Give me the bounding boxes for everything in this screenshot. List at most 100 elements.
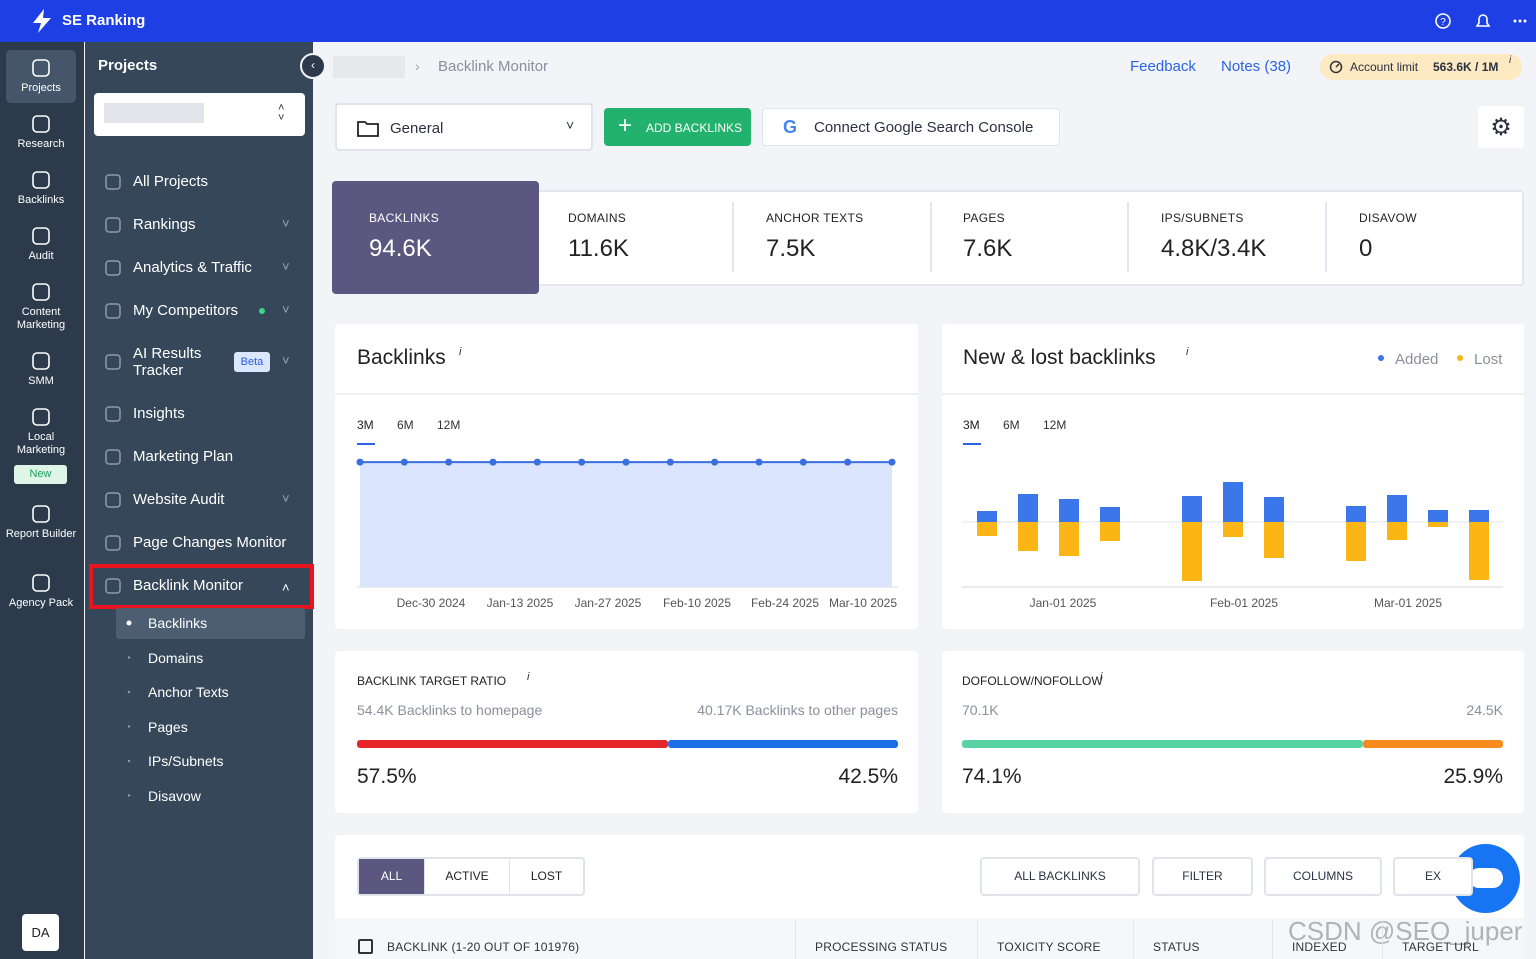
stat-value: 94.6K	[369, 235, 432, 262]
menu-item[interactable]: Rankings	[133, 216, 196, 233]
settings[interactable]: ⚙	[1478, 106, 1524, 148]
chevron: ˅	[282, 259, 290, 274]
sub-item[interactable]: Disavow	[148, 787, 201, 804]
icon-nav	[0, 42, 84, 959]
menu-icon	[105, 578, 121, 594]
range-tab[interactable]: 6M	[1003, 418, 1020, 432]
stat-label: ANCHOR TEXTS	[766, 211, 864, 225]
bar	[1264, 522, 1284, 558]
blurred-project	[104, 103, 204, 123]
nav-icon	[32, 171, 50, 189]
plus: +	[618, 112, 633, 139]
menu-icon	[105, 174, 121, 190]
nav-icon	[32, 227, 50, 245]
stat-label: BACKLINKS	[369, 211, 440, 225]
bar	[1469, 522, 1489, 580]
card-title: New & lost backlinks	[963, 346, 1156, 369]
sub-bullet	[126, 620, 132, 626]
tab[interactable]: ALL	[359, 859, 424, 894]
nav-icon	[32, 115, 50, 133]
menu-item[interactable]: All Projects	[133, 173, 209, 190]
nav-icon	[32, 408, 50, 426]
nav-label[interactable]: Report Builder	[5, 528, 77, 540]
range-tab[interactable]: 12M	[437, 418, 461, 432]
folder-label: General	[390, 120, 444, 137]
feedback-link[interactable]: Feedback	[1130, 58, 1196, 75]
tab[interactable]: ACTIVE	[424, 859, 509, 894]
bar	[1469, 510, 1489, 522]
collapse-button[interactable]: ‹	[300, 53, 326, 79]
breadcrumb-sep: ›	[415, 58, 420, 74]
checkbox[interactable]	[358, 939, 373, 954]
nav-icon	[32, 574, 50, 592]
range-tab[interactable]: 6M	[397, 418, 414, 432]
menu-item[interactable]: AI Results Tracker	[133, 345, 202, 379]
backlinks-select[interactable]: ALL BACKLINKS	[980, 857, 1140, 896]
nav-label[interactable]: Content Marketing	[16, 306, 66, 331]
nav-label[interactable]: Research	[17, 138, 65, 150]
notes-link[interactable]: Notes (38)	[1221, 58, 1292, 75]
avatar[interactable]: DA	[22, 914, 59, 951]
ratio-bar	[668, 740, 898, 748]
range-tab[interactable]: 3M	[963, 418, 980, 432]
side-menu	[85, 42, 313, 959]
tab[interactable]: LOST	[509, 859, 583, 894]
export-button[interactable]: EX	[1393, 857, 1473, 896]
brand: SE Ranking	[62, 12, 146, 29]
menu-icon	[105, 260, 121, 276]
chat-icon	[1469, 868, 1503, 888]
range-tab[interactable]: 3M	[357, 418, 374, 432]
range-tab[interactable]: 12M	[1043, 418, 1067, 432]
sub-item[interactable]: Anchor Texts	[148, 684, 229, 700]
nav-label[interactable]: Audit	[28, 250, 54, 262]
nav-label[interactable]: Local Marketing	[16, 431, 66, 456]
sub-item[interactable]: Domains	[148, 649, 204, 666]
bar	[1059, 499, 1079, 522]
menu-item[interactable]: Page Changes Monitor	[133, 534, 287, 551]
info: i	[527, 671, 530, 683]
column-divider	[795, 920, 796, 959]
nav-label[interactable]: Agency Pack	[8, 597, 74, 609]
stat-label: IPS/SUBNETS	[1161, 211, 1244, 225]
legend-dot	[1457, 355, 1463, 361]
svg-text:?: ?	[1440, 17, 1446, 28]
bar	[977, 522, 997, 536]
stat-divider	[930, 202, 932, 272]
folder-select[interactable]: General ˅	[335, 103, 593, 151]
nav-badge: New	[14, 465, 67, 484]
column-divider	[977, 920, 978, 959]
bar	[1264, 497, 1284, 522]
limit-info: i	[1509, 55, 1512, 66]
ratio-bar	[962, 740, 1363, 748]
info: i	[459, 346, 462, 358]
menu-item[interactable]: Marketing Plan	[133, 448, 234, 465]
add-backlinks[interactable]: + ADD BACKLINKS	[604, 108, 751, 146]
project-select[interactable]: ˄ ˅	[94, 93, 305, 136]
point	[755, 458, 763, 466]
menu-item[interactable]: Backlink Monitor	[133, 577, 244, 594]
filter-button[interactable]: FILTER	[1152, 857, 1253, 896]
bar	[1428, 522, 1448, 527]
nav-label[interactable]: SMM	[28, 375, 54, 387]
menu-icon	[105, 303, 121, 319]
nav-label[interactable]: Backlinks	[17, 194, 65, 206]
bar	[1428, 510, 1448, 522]
new-lost-card	[942, 324, 1524, 629]
stat-value: 0	[1359, 235, 1373, 262]
status-dot	[259, 308, 265, 314]
nav-label[interactable]: Projects	[21, 82, 61, 94]
sub-item[interactable]: IPs/Subnets	[148, 753, 224, 769]
sub-item[interactable]: Backlinks	[148, 615, 208, 631]
menu-item[interactable]: My Competitors	[133, 302, 239, 319]
column-divider	[1272, 920, 1273, 959]
menu-item[interactable]: Insights	[133, 405, 185, 422]
columns-button[interactable]: COLUMNS	[1264, 857, 1382, 896]
table-header-bg	[335, 918, 1524, 959]
gsc-button[interactable]: G Connect Google Search Console	[762, 108, 1060, 146]
point	[489, 458, 497, 466]
menu-item[interactable]: Website Audit	[133, 491, 225, 508]
sub-item[interactable]: Pages	[148, 718, 188, 735]
menu-item[interactable]: Analytics & Traffic	[133, 259, 252, 276]
ratio-bar	[357, 740, 669, 748]
